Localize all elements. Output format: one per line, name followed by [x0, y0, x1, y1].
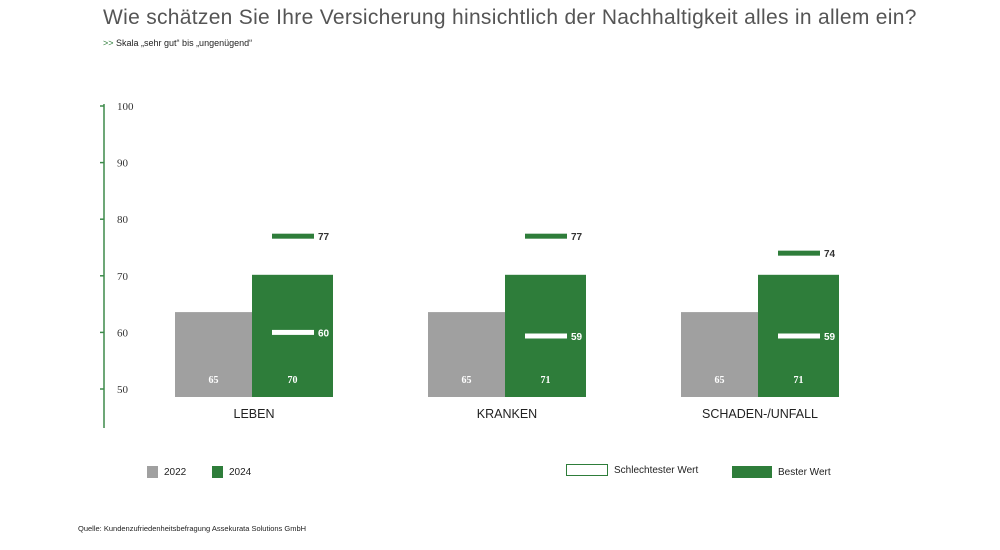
bar-label-2024: 70 [288, 375, 298, 386]
y-tick-label: 60 [117, 327, 129, 339]
bar-2022 [681, 312, 758, 397]
legend-label-2024: 2024 [229, 466, 252, 478]
best-value-label: 77 [571, 232, 583, 243]
worst-value-label: 59 [571, 332, 583, 343]
bar-label-2024: 71 [794, 375, 804, 386]
legend-worst: Schlechtester Wert [566, 464, 698, 476]
category-label: SCHADEN-/UNFALL [702, 407, 818, 421]
category-label: KRANKEN [477, 407, 537, 421]
legend-swatch-best [732, 466, 772, 478]
y-tick-label: 100 [117, 101, 134, 113]
best-marker [272, 233, 314, 239]
bar-label-2022: 65 [209, 375, 219, 386]
legend-label-worst: Schlechtester Wert [614, 464, 699, 476]
legend-best: Bester Wert [732, 466, 831, 478]
bar-2024 [252, 274, 333, 397]
bar-label-2022: 65 [715, 375, 725, 386]
best-marker [525, 233, 567, 239]
chart-title: Wie schätzen Sie Ihre Versicherung hinsi… [103, 6, 917, 29]
legend-swatch-worst [566, 464, 608, 476]
best-value-label: 74 [824, 249, 836, 260]
subtitle-arrow: >> [103, 38, 114, 48]
bar-label-2024: 71 [541, 375, 551, 386]
bar-2022 [428, 312, 505, 397]
worst-marker [525, 333, 567, 339]
category-label: LEBEN [234, 407, 275, 421]
source-note: Quelle: Kundenzufriedenheitsbefragung As… [78, 524, 307, 533]
legend-label-2022: 2022 [164, 466, 187, 478]
legend-label-best: Bester Wert [778, 466, 831, 478]
subtitle-text: Skala „sehr gut“ bis „ungenügend“ [116, 38, 253, 48]
legend-2022: 2022 [147, 466, 186, 478]
y-tick-label: 90 [117, 158, 129, 170]
bar-label-2022: 65 [462, 375, 472, 386]
legend-swatch-2022 [147, 466, 158, 478]
worst-marker [778, 333, 820, 339]
bar-2022 [175, 312, 252, 397]
best-marker [778, 250, 820, 256]
y-tick-label: 70 [117, 271, 129, 283]
y-tick-label: 80 [117, 214, 129, 226]
worst-marker [272, 329, 314, 335]
best-value-label: 77 [318, 232, 330, 243]
legend-swatch-2024 [212, 466, 223, 478]
worst-value-label: 59 [824, 332, 836, 343]
worst-value-label: 60 [318, 328, 330, 339]
chart-subtitle: >> Skala „sehr gut“ bis „ungenügend“ [103, 38, 252, 48]
legend-2024: 2024 [212, 466, 251, 478]
y-tick-label: 50 [117, 384, 129, 396]
